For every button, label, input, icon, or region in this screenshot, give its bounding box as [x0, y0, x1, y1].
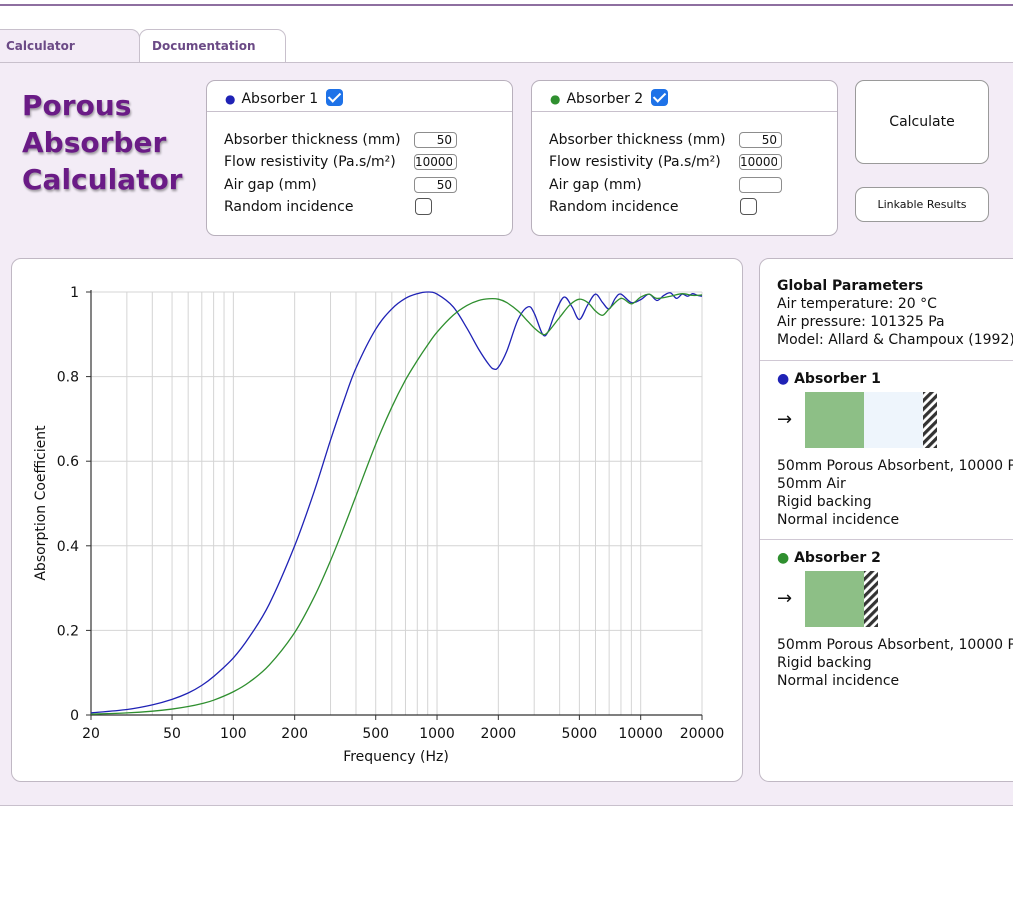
- absorber-1-flow-label: Flow resistivity (Pa.s/m²): [224, 154, 396, 170]
- absorber-1-dot-icon: ●: [225, 92, 236, 106]
- y-tick-label: 0.2: [57, 623, 79, 639]
- x-tick-label: 500: [362, 726, 389, 742]
- absorption-chart: 0 0.2 0.4 0.6 0.8 1 20 50 100 200 500 1000 2000 5000 1…: [33, 285, 725, 765]
- rigid-backing-block: [864, 571, 878, 627]
- absorber-1-flow-input[interactable]: [414, 154, 457, 170]
- y-axis-label: Absorption Coefficient: [33, 425, 49, 581]
- absorber-1-diagram: →: [777, 392, 937, 448]
- result-absorber-1-line: Rigid backing: [777, 494, 872, 510]
- result-absorber-1-line: 50mm Porous Absorbent, 10000 Pa.s/m²: [777, 458, 1013, 474]
- absorber-2-title: Absorber 2: [566, 91, 644, 107]
- absorber-2-thickness-label: Absorber thickness (mm): [549, 132, 726, 148]
- absorber-1-airgap-label: Air gap (mm): [224, 177, 317, 193]
- chart-card: 0 0.2 0.4 0.6 0.8 1 20 50 100 200 500 1000 2000 5000 1…: [11, 258, 743, 782]
- x-tick-label: 100: [220, 726, 247, 742]
- x-axis-label: Frequency (Hz): [343, 749, 449, 765]
- series-line-absorber-2: [90, 293, 703, 715]
- app-title: Porous Absorber Calculator: [22, 87, 192, 198]
- absorber-1-thickness-input[interactable]: [414, 132, 457, 148]
- result-absorber-2-title: Absorber 2: [794, 550, 881, 566]
- absorber-1-airgap-input[interactable]: [414, 177, 457, 193]
- absorber-2-enabled-checkbox[interactable]: [651, 88, 669, 106]
- model-info: Model: Allard & Champoux (1992): [777, 332, 1013, 348]
- top-border: [0, 4, 1013, 6]
- porous-layer-block: [805, 571, 864, 627]
- absorber-1-enabled-checkbox[interactable]: [326, 88, 344, 106]
- x-tick-label: 20: [82, 726, 100, 742]
- result-absorber-2-heading: ● Absorber 2: [777, 549, 881, 567]
- y-tick-label: 0.6: [57, 454, 79, 470]
- absorber-2-diagram: →: [777, 571, 878, 627]
- air-temperature: Air temperature: 20 °C: [777, 296, 937, 312]
- x-tick-label: 2000: [481, 726, 517, 742]
- result-absorber-1-line: 50mm Air: [777, 476, 846, 492]
- absorber-2-flow-input[interactable]: [739, 154, 782, 170]
- absorber-2-airgap-input[interactable]: [739, 177, 782, 193]
- air-pressure: Air pressure: 101325 Pa: [777, 314, 945, 330]
- series-line-absorber-1: [90, 291, 703, 714]
- chart-series: [90, 291, 703, 715]
- global-parameters-title: Global Parameters: [777, 278, 924, 294]
- absorber-2-header: ● Absorber 2: [532, 81, 837, 112]
- app-title-line-1: Porous: [22, 89, 132, 122]
- x-tick-label: 20000: [680, 726, 725, 742]
- absorber-2-airgap-label: Air gap (mm): [549, 177, 642, 193]
- absorber-1-random-checkbox[interactable]: [415, 198, 432, 215]
- linkable-results-button[interactable]: Linkable Results: [855, 187, 989, 222]
- divider: [760, 539, 1013, 540]
- rigid-backing-block: [923, 392, 937, 448]
- divider: [760, 360, 1013, 361]
- absorber-1-random-label: Random incidence: [224, 199, 354, 215]
- result-absorber-2-dot-icon: ●: [777, 550, 790, 566]
- x-tick-label: 10000: [618, 726, 663, 742]
- incident-arrow-icon: →: [777, 588, 792, 609]
- y-tick-label: 0.8: [57, 370, 79, 386]
- absorber-1-thickness-label: Absorber thickness (mm): [224, 132, 401, 148]
- chart-grid: [90, 291, 703, 715]
- tab-documentation[interactable]: Documentation: [139, 29, 286, 63]
- result-absorber-1-heading: ● Absorber 1: [777, 370, 881, 388]
- incident-arrow-icon: →: [777, 409, 792, 430]
- chart-axes: 0 0.2 0.4 0.6 0.8 1 20 50 100 200 500 1000 2000 5000 1…: [57, 285, 725, 742]
- absorber-2-flow-label: Flow resistivity (Pa.s/m²): [549, 154, 721, 170]
- absorber-2-random-checkbox[interactable]: [740, 198, 757, 215]
- absorber-2-thickness-input[interactable]: [739, 132, 782, 148]
- x-tick-label: 5000: [562, 726, 598, 742]
- results-card: Global Parameters Air temperature: 20 °C…: [759, 258, 1013, 782]
- y-tick-label: 0.4: [57, 539, 79, 555]
- x-tick-label: 200: [281, 726, 308, 742]
- absorber-1-title: Absorber 1: [241, 91, 319, 107]
- app-title-line-2: Absorber: [22, 126, 167, 159]
- result-absorber-2-line: Rigid backing: [777, 655, 872, 671]
- absorber-2-settings: ● Absorber 2 Absorber thickness (mm) Flo…: [531, 80, 838, 236]
- absorber-1-header: ● Absorber 1: [207, 81, 512, 112]
- result-absorber-2-line: 50mm Porous Absorbent, 10000 Pa.s/m²: [777, 637, 1013, 653]
- absorber-1-settings: ● Absorber 1 Absorber thickness (mm) Flo…: [206, 80, 513, 236]
- absorber-2-random-label: Random incidence: [549, 199, 679, 215]
- tab-calculator[interactable]: Calculator: [0, 29, 140, 63]
- x-tick-label: 1000: [419, 726, 455, 742]
- result-absorber-1-title: Absorber 1: [794, 371, 881, 387]
- y-tick-label: 1: [70, 285, 79, 301]
- absorber-2-dot-icon: ●: [550, 92, 561, 106]
- result-absorber-1-line: Normal incidence: [777, 512, 900, 528]
- app-title-line-3: Calculator: [22, 163, 183, 196]
- porous-layer-block: [805, 392, 864, 448]
- result-absorber-1-dot-icon: ●: [777, 371, 790, 387]
- air-gap-block: [864, 392, 923, 448]
- y-tick-label: 0: [70, 708, 79, 724]
- calculate-button[interactable]: Calculate: [855, 80, 989, 164]
- x-tick-label: 50: [163, 726, 181, 742]
- result-absorber-2-line: Normal incidence: [777, 673, 900, 689]
